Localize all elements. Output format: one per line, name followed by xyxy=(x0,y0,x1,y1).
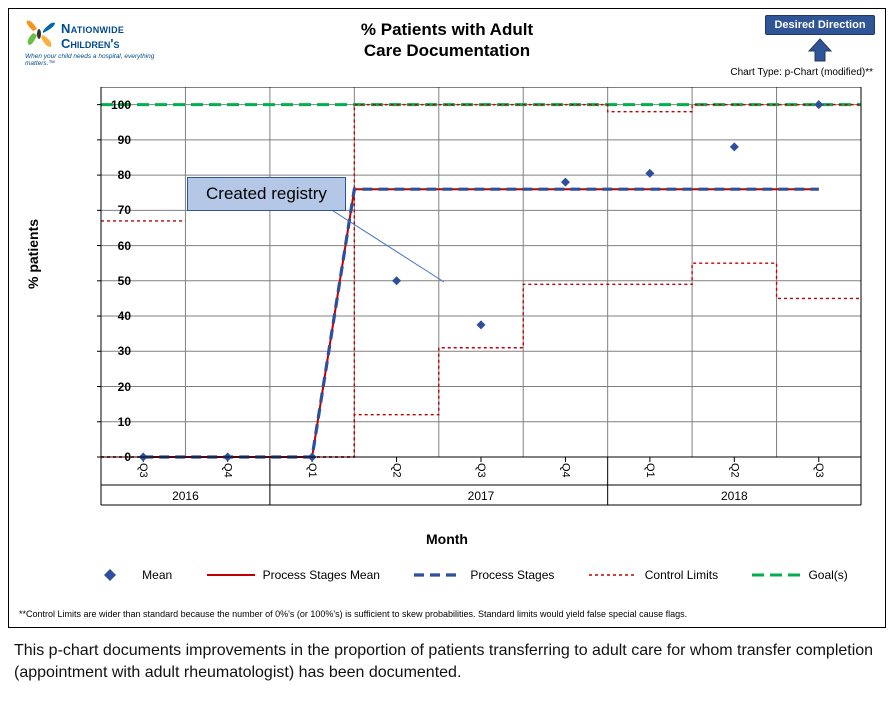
year-tick-2018: 2018 xyxy=(721,457,748,503)
y-tick-20: 20 xyxy=(101,380,137,394)
quarter-tick-6: Q1 xyxy=(644,457,656,478)
legend-goal-swatch xyxy=(752,567,800,583)
title-line2: Care Documentation xyxy=(364,41,530,60)
y-axis-label: % patients xyxy=(25,219,41,289)
desired-direction: Desired Direction xyxy=(765,15,875,65)
annotation-created-registry: Created registry xyxy=(187,177,346,211)
y-tick-0: 0 xyxy=(101,450,137,464)
quarter-tick-0: Q3 xyxy=(137,457,149,478)
legend-psm-label: Process Stages Mean xyxy=(263,568,380,582)
legend-mean-swatch xyxy=(86,567,134,583)
y-tick-70: 70 xyxy=(101,203,137,217)
quarter-tick-8: Q3 xyxy=(813,457,825,478)
y-tick-90: 90 xyxy=(101,133,137,147)
legend-goal-label: Goal(s) xyxy=(808,568,847,582)
quarter-tick-2: Q1 xyxy=(306,457,318,478)
legend-psm: Process Stages Mean xyxy=(207,567,380,583)
quarter-tick-5: Q4 xyxy=(559,457,571,478)
x-axis-label: Month xyxy=(9,531,885,547)
legend-cl-swatch xyxy=(589,567,637,583)
year-tick-2017: 2017 xyxy=(468,457,495,503)
y-tick-30: 30 xyxy=(101,344,137,358)
chart-frame: Nationwide Children's When your child ne… xyxy=(8,8,886,628)
legend-mean-label: Mean xyxy=(142,568,172,582)
caption: This p-chart documents improvements in t… xyxy=(14,640,874,683)
plot-area: 0102030405060708090100Q3Q4Q1Q2Q3Q4Q1Q2Q3… xyxy=(79,87,869,527)
footnote: **Control Limits are wider than standard… xyxy=(19,609,687,619)
legend-ps-swatch xyxy=(414,567,462,583)
arrow-up-icon xyxy=(805,37,835,65)
quarter-tick-1: Q4 xyxy=(222,457,234,478)
quarter-tick-3: Q2 xyxy=(391,457,403,478)
y-tick-10: 10 xyxy=(101,415,137,429)
page-root: Nationwide Children's When your child ne… xyxy=(0,0,894,704)
desired-direction-label: Desired Direction xyxy=(765,15,875,35)
legend-ps: Process Stages xyxy=(414,567,554,583)
chart-title: % Patients with Adult Care Documentation xyxy=(9,19,885,62)
legend-mean: Mean xyxy=(86,567,172,583)
year-tick-2016: 2016 xyxy=(172,457,199,503)
y-tick-40: 40 xyxy=(101,309,137,323)
legend-psm-swatch xyxy=(207,567,255,583)
title-line1: % Patients with Adult xyxy=(361,20,533,39)
legend-cl: Control Limits xyxy=(589,567,718,583)
y-tick-100: 100 xyxy=(101,98,137,112)
chart-type-label: Chart Type: p-Chart (modified)** xyxy=(730,67,873,78)
legend-cl-label: Control Limits xyxy=(645,568,718,582)
y-tick-80: 80 xyxy=(101,168,137,182)
legend-goal: Goal(s) xyxy=(752,567,847,583)
y-tick-60: 60 xyxy=(101,239,137,253)
legend: Mean Process Stages Mean Process Stages … xyxy=(69,557,865,593)
legend-ps-label: Process Stages xyxy=(470,568,554,582)
y-tick-50: 50 xyxy=(101,274,137,288)
